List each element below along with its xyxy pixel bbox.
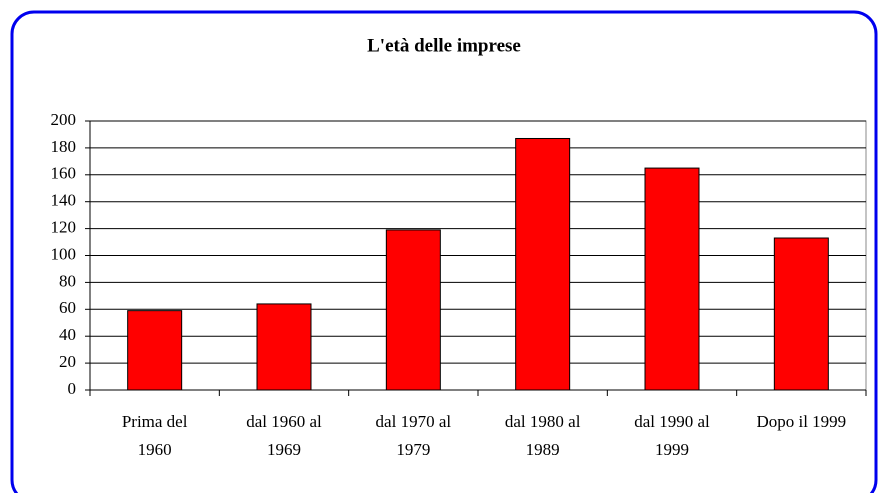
bar <box>385 229 441 391</box>
chart-title: L'età delle imprese <box>367 35 521 56</box>
bar <box>515 137 571 391</box>
y-tick-label: 200 <box>51 110 77 129</box>
y-tick-label: 100 <box>51 244 77 263</box>
bar <box>644 167 700 391</box>
y-tick-label: 60 <box>59 298 76 317</box>
x-tick-label: dal 1960 al 1969 <box>246 412 322 459</box>
x-tick-label: Dopo il 1999 <box>756 412 847 431</box>
y-tick-label: 20 <box>59 352 76 371</box>
y-tick-label: 160 <box>51 164 77 183</box>
x-tick-label: dal 1970 al 1979 <box>375 412 452 459</box>
y-tick-label: 40 <box>59 325 76 344</box>
bar <box>127 310 183 391</box>
y-tick-label: 120 <box>51 218 77 237</box>
y-tick-label: 180 <box>51 137 77 156</box>
y-tick-label: 80 <box>59 271 76 290</box>
bar <box>773 237 829 391</box>
bar <box>256 303 312 391</box>
x-tick-label: dal 1990 al 1999 <box>634 412 710 459</box>
y-tick-label: 140 <box>51 191 77 210</box>
y-tick-label: 0 <box>68 379 77 398</box>
x-tick-label: dal 1980 al 1989 <box>504 412 581 459</box>
x-tick-label: Prima del 1960 <box>121 412 188 459</box>
